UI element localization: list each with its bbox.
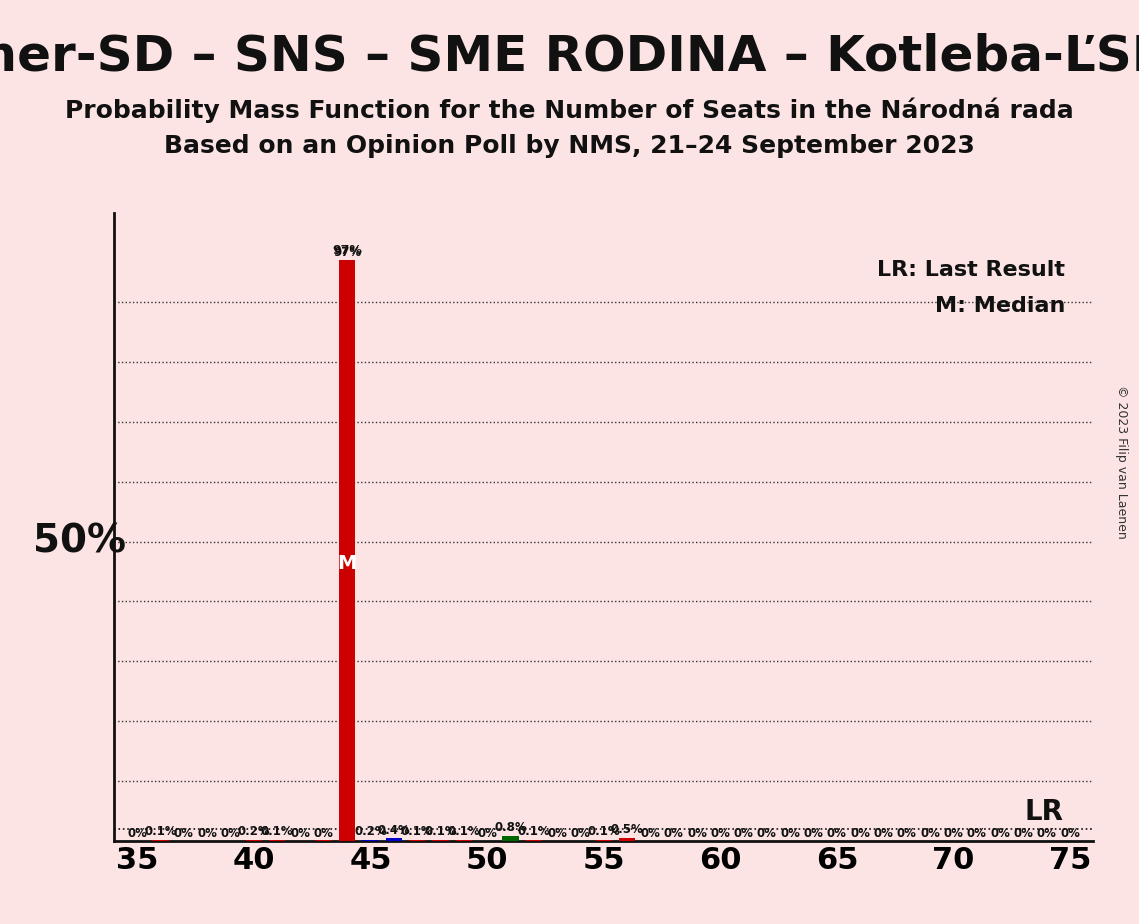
Text: LR: LR — [1024, 798, 1063, 826]
Text: 0%: 0% — [1060, 827, 1080, 840]
Text: 0%: 0% — [827, 827, 846, 840]
Text: 0%: 0% — [197, 827, 218, 840]
Text: LR: Last Result: LR: Last Result — [877, 261, 1065, 280]
Bar — [362, 840, 378, 841]
Text: 0%: 0% — [664, 827, 683, 840]
Text: 0%: 0% — [174, 827, 194, 840]
Text: 0%: 0% — [640, 827, 661, 840]
Text: 0%: 0% — [1014, 827, 1033, 840]
Text: M: M — [337, 553, 357, 573]
Text: Smer-SD – SNS – SME RODINA – Kotleba-ĽSNS: Smer-SD – SNS – SME RODINA – Kotleba-ĽSN… — [0, 32, 1139, 80]
Bar — [386, 838, 402, 841]
Text: 0.1%: 0.1% — [517, 825, 550, 838]
Text: 0%: 0% — [128, 827, 147, 840]
Text: 0.1%: 0.1% — [261, 825, 294, 838]
Text: 0%: 0% — [734, 827, 754, 840]
Text: 0%: 0% — [920, 827, 940, 840]
Text: 0%: 0% — [804, 827, 823, 840]
Text: 0%: 0% — [757, 827, 777, 840]
Text: 0%: 0% — [221, 827, 240, 840]
Text: Probability Mass Function for the Number of Seats in the Národná rada: Probability Mass Function for the Number… — [65, 97, 1074, 123]
Text: 97%: 97% — [333, 245, 362, 258]
Text: 0%: 0% — [943, 827, 964, 840]
Text: 50%: 50% — [33, 523, 125, 561]
Text: 0.1%: 0.1% — [448, 825, 480, 838]
Bar — [246, 840, 262, 841]
Bar — [339, 261, 355, 841]
Text: 0%: 0% — [990, 827, 1010, 840]
Text: 0.2%: 0.2% — [238, 825, 270, 838]
Text: 0%: 0% — [780, 827, 801, 840]
Text: 97%: 97% — [333, 246, 361, 259]
Text: 0%: 0% — [290, 827, 311, 840]
Text: 0.1%: 0.1% — [588, 825, 620, 838]
Text: 0.4%: 0.4% — [377, 823, 410, 836]
Text: 0%: 0% — [874, 827, 893, 840]
Text: 0%: 0% — [711, 827, 730, 840]
Text: 0.1%: 0.1% — [145, 825, 177, 838]
Text: 0%: 0% — [571, 827, 590, 840]
Text: 0.2%: 0.2% — [354, 825, 387, 838]
Text: Based on an Opinion Poll by NMS, 21–24 September 2023: Based on an Opinion Poll by NMS, 21–24 S… — [164, 134, 975, 158]
Text: M: Median: M: Median — [935, 297, 1065, 316]
Text: 0%: 0% — [477, 827, 497, 840]
Text: © 2023 Filip van Laenen: © 2023 Filip van Laenen — [1115, 385, 1129, 539]
Text: 0%: 0% — [967, 827, 986, 840]
Text: 0.1%: 0.1% — [401, 825, 434, 838]
Text: 0%: 0% — [851, 827, 870, 840]
Text: 0%: 0% — [1036, 827, 1057, 840]
Text: 0.8%: 0.8% — [494, 821, 526, 834]
Text: 0%: 0% — [896, 827, 917, 840]
Text: 0%: 0% — [314, 827, 334, 840]
Text: 0.5%: 0.5% — [611, 823, 644, 836]
Bar — [618, 838, 636, 841]
Text: 0%: 0% — [547, 827, 567, 840]
Text: 0%: 0% — [687, 827, 707, 840]
Text: 0.1%: 0.1% — [424, 825, 457, 838]
Bar — [502, 836, 518, 841]
